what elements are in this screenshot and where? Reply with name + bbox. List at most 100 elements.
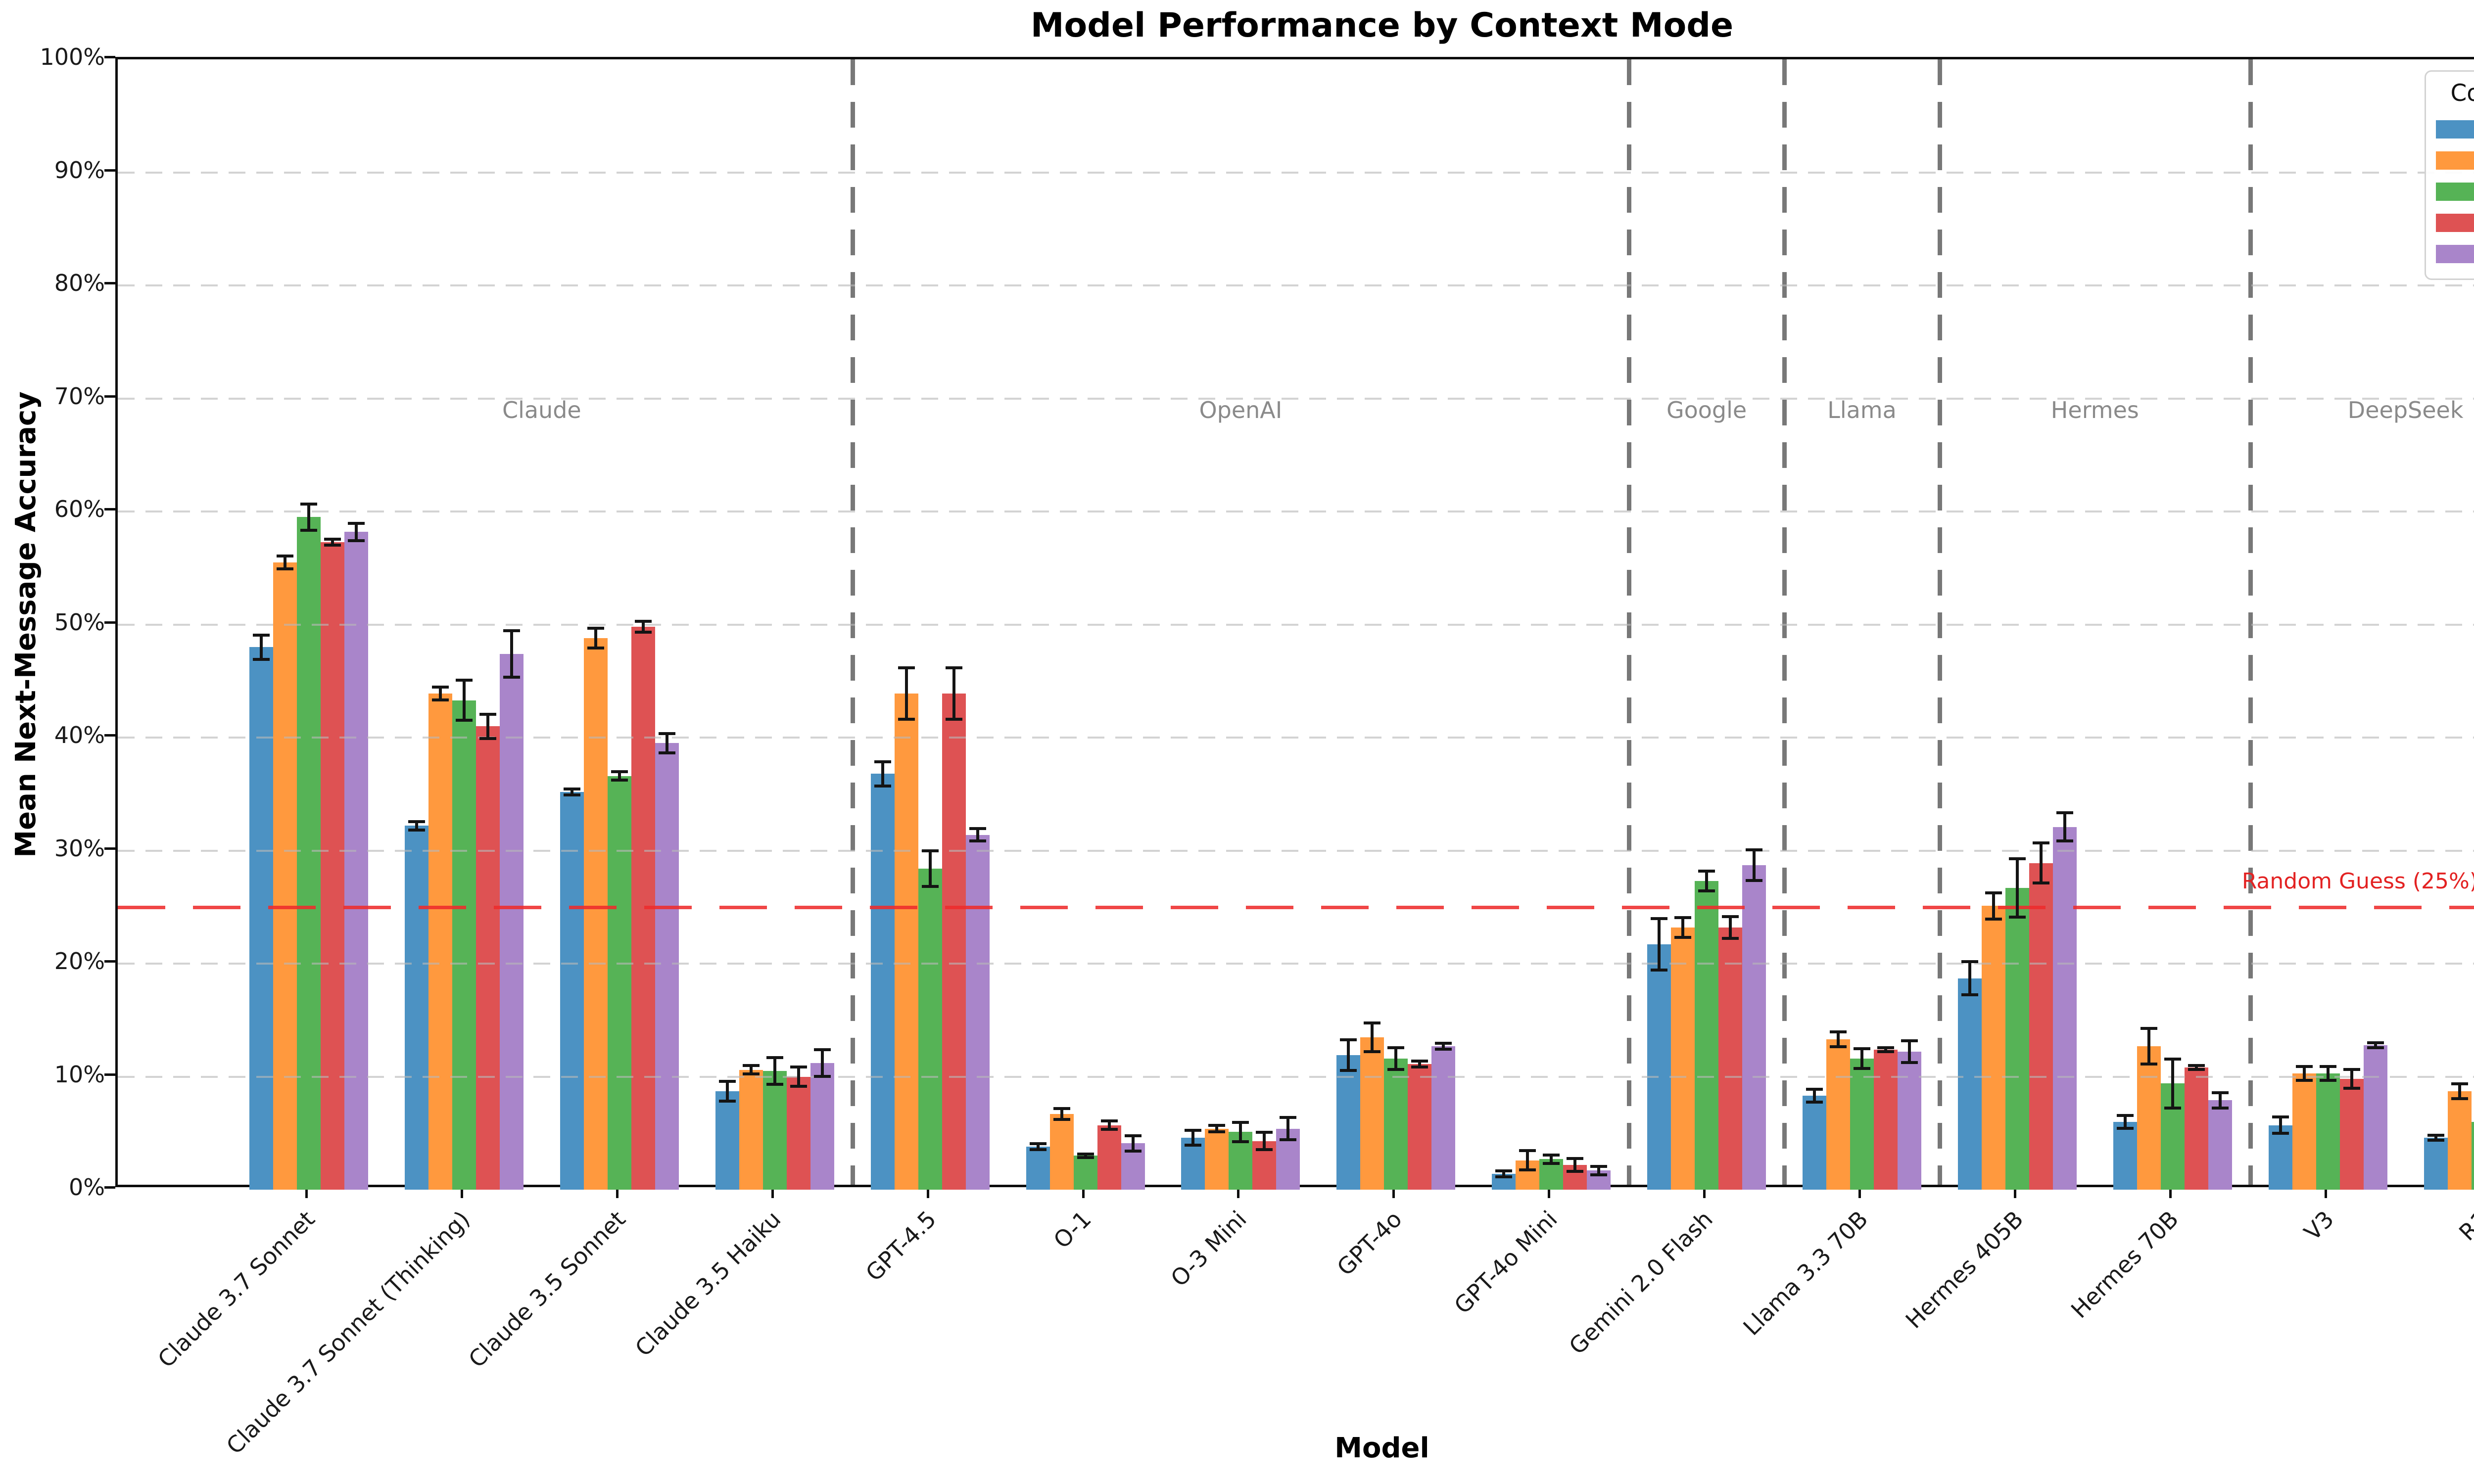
error-bar-cap-top xyxy=(1029,1142,1047,1146)
error-bar-cap-top xyxy=(1077,1152,1094,1156)
bar-Claude 3.7 Sonnet-No Context xyxy=(249,647,273,1190)
error-bar-cap-bottom xyxy=(790,1085,807,1088)
error-bar xyxy=(742,1064,760,1076)
error-bar-stem xyxy=(1681,916,1685,939)
section-divider xyxy=(1782,59,1787,1185)
chart-title: Model Performance by Context Mode xyxy=(1030,6,1734,45)
y-tick-label: 0% xyxy=(69,1174,105,1201)
error-bar-stem xyxy=(1191,1128,1195,1147)
error-bar-cap-top xyxy=(634,620,652,623)
error-bar xyxy=(2272,1115,2289,1135)
error-bar-stem xyxy=(1371,1021,1374,1053)
bar-Claude 3.5 Haiku-No Context xyxy=(715,1091,739,1190)
error-bar-cap-bottom xyxy=(1651,968,1668,972)
error-bar xyxy=(277,554,293,570)
error-bar-cap-bottom xyxy=(503,676,520,679)
error-bar-stem xyxy=(1036,1142,1040,1152)
error-bar-cap-top xyxy=(2319,1065,2336,1068)
error-bar-cap-bottom xyxy=(455,719,473,722)
provider-section-label: Hermes xyxy=(2050,397,2139,423)
bar-Claude 3.5 Haiku-50 Summary xyxy=(762,1071,787,1190)
error-bar xyxy=(2295,1065,2313,1082)
y-tick-mark xyxy=(104,847,115,850)
error-bar-cap-top xyxy=(1100,1119,1118,1123)
error-bar-stem xyxy=(2374,1041,2377,1049)
bar-Gemini 2.0 Flash-50 Summary xyxy=(1695,881,1719,1190)
error-bar-cap-bottom xyxy=(1830,1045,1847,1049)
error-bar xyxy=(813,1048,831,1078)
error-bar xyxy=(479,712,496,740)
error-bar-stem xyxy=(1597,1164,1601,1176)
error-bar-stem xyxy=(1908,1039,1911,1065)
bar-Claude 3.7 Sonnet-50 Raw xyxy=(273,562,297,1190)
error-bar xyxy=(1280,1116,1297,1141)
legend-swatch-No Context xyxy=(2436,120,2474,139)
error-bar-stem xyxy=(2123,1113,2127,1130)
error-bar-cap-bottom xyxy=(479,737,496,740)
error-bar-cap-bottom xyxy=(1185,1144,1202,1147)
x-tick-mark xyxy=(1082,1187,1085,1198)
error-bar xyxy=(790,1065,807,1088)
bar-Gemini 2.0 Flash-50 Raw xyxy=(1671,927,1695,1190)
legend-swatch-100 Summary xyxy=(2436,245,2474,263)
legend-title: Context Mode xyxy=(2450,80,2474,107)
error-bar-stem xyxy=(260,633,263,661)
x-tick-mark xyxy=(460,1187,463,1198)
bar-GPT-4o-50 Raw xyxy=(1360,1037,1384,1190)
x-tick-label: Claude 3.5 Sonnet xyxy=(463,1206,631,1373)
error-bar xyxy=(2211,1091,2229,1110)
error-bar-cap-bottom xyxy=(898,717,915,721)
error-bar-cap-bottom xyxy=(1364,1050,1381,1053)
error-bar-cap-top xyxy=(2032,841,2049,845)
error-bar xyxy=(563,787,580,796)
gridline xyxy=(118,510,2474,512)
bar-GPT-4o-50 Summary xyxy=(1384,1058,1408,1190)
provider-section-label: Google xyxy=(1666,397,1747,423)
error-bar-cap-bottom xyxy=(1698,889,1715,893)
error-bar-cap-top xyxy=(1387,1046,1405,1049)
bar-O-1-100 Raw xyxy=(1097,1125,1121,1190)
error-bar-cap-top xyxy=(2367,1041,2384,1044)
error-bar-cap-top xyxy=(813,1048,831,1052)
error-bar-stem xyxy=(1729,915,1732,940)
error-bar-cap-bottom xyxy=(1590,1173,1608,1176)
bar-R1-No Context xyxy=(2424,1137,2448,1190)
legend-entry: 100 Summary xyxy=(2436,238,2474,270)
error-bar xyxy=(1077,1152,1094,1159)
error-bar xyxy=(2367,1041,2384,1049)
x-tick-label: Gemini 2.0 Flash xyxy=(1564,1206,1718,1360)
error-bar xyxy=(1901,1039,1918,1065)
error-bar xyxy=(658,732,675,755)
bar-Hermes 70B-100 Raw xyxy=(2184,1067,2208,1190)
error-bar-cap-bottom xyxy=(1280,1138,1297,1141)
error-bar-cap-top xyxy=(277,554,293,557)
error-bar-stem xyxy=(1837,1030,1840,1049)
error-bar-cap-top xyxy=(2116,1113,2134,1117)
error-bar-stem xyxy=(1286,1116,1290,1141)
section-divider xyxy=(2248,59,2253,1185)
error-bar-cap-top xyxy=(2164,1057,2181,1061)
bar-Claude 3.5 Sonnet-50 Summary xyxy=(607,776,631,1190)
bar-V3-No Context xyxy=(2268,1125,2292,1190)
error-bar-cap-top xyxy=(1340,1038,1357,1041)
legend-entry: No Context xyxy=(2436,114,2474,145)
bar-Hermes 70B-50 Raw xyxy=(2137,1046,2161,1190)
bar-Hermes 70B-No Context xyxy=(2113,1121,2137,1190)
reference-line xyxy=(118,905,2474,909)
error-bar xyxy=(2056,811,2073,843)
error-bar-cap-bottom xyxy=(2295,1078,2313,1082)
x-tick-label: O-3 Mini xyxy=(1165,1206,1252,1292)
error-bar-cap-top xyxy=(1901,1039,1918,1043)
error-bar-cap-top xyxy=(1722,915,1739,918)
error-bar xyxy=(1256,1131,1273,1152)
bar-Claude 3.7 Sonnet (Thinking)-50 Summary xyxy=(452,700,476,1190)
bar-Llama 3.3 70B-100 Summary xyxy=(1898,1052,1921,1190)
error-bar-cap-bottom xyxy=(1124,1149,1142,1153)
error-bar-cap-top xyxy=(611,770,628,774)
error-bar xyxy=(1124,1134,1142,1153)
bar-Hermes 405B-50 Summary xyxy=(2005,887,2029,1190)
error-bar-stem xyxy=(1239,1120,1242,1144)
error-bar-stem xyxy=(2302,1065,2306,1082)
error-bar-cap-top xyxy=(2451,1082,2468,1085)
error-bar-stem xyxy=(2063,811,2066,843)
